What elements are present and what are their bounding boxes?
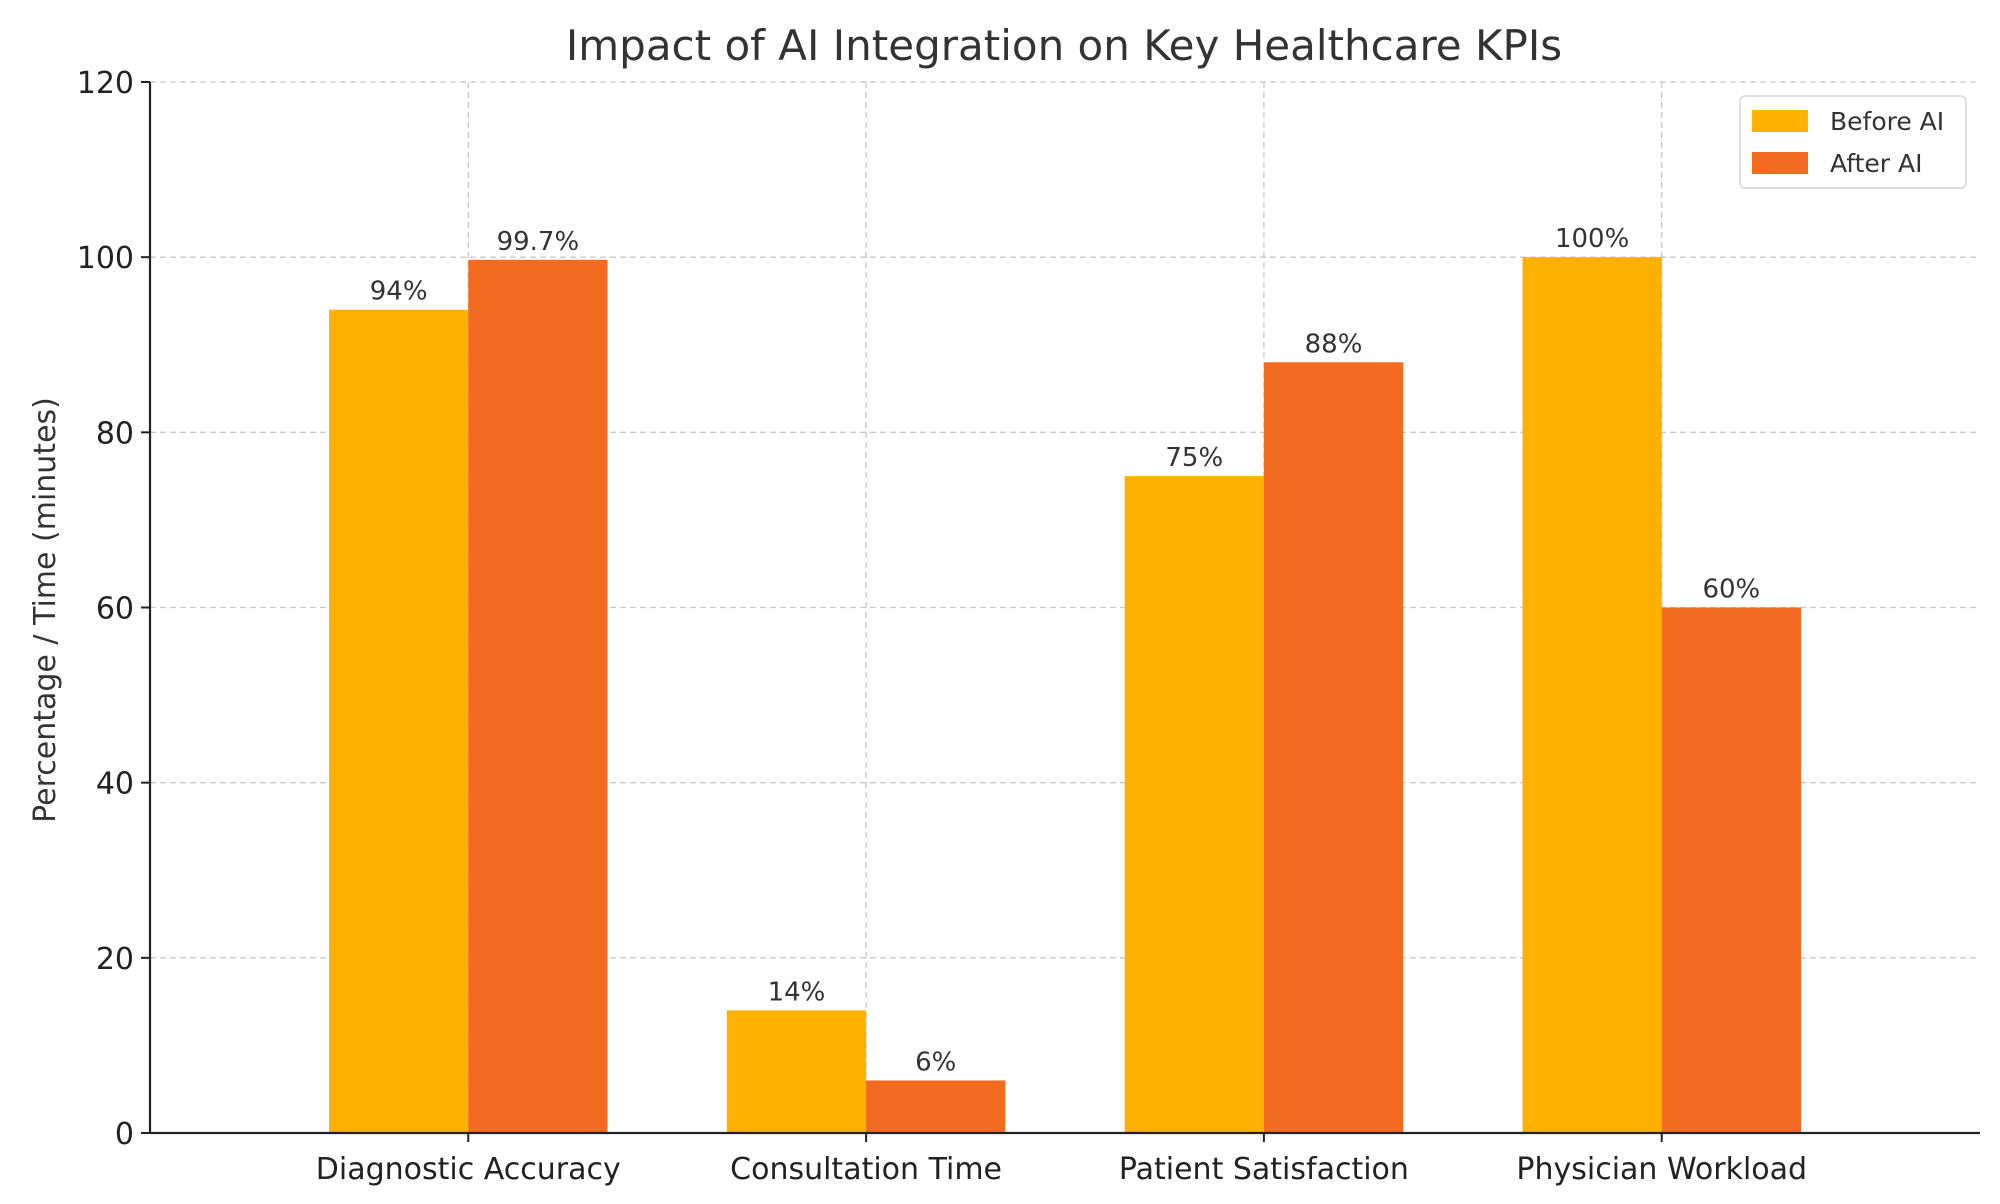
bar — [468, 259, 608, 1133]
axes-layer: 0 20 40 60 80 100 120 Diagnostic Accuracy Consul… — [77, 66, 1980, 1187]
y-tick-label: 100 — [77, 241, 134, 276]
bar-value-label: 99.7% — [497, 227, 580, 257]
bar — [329, 309, 469, 1133]
bar — [1263, 362, 1404, 1133]
y-tick-label: 80 — [96, 416, 134, 451]
bar-value-label: 88% — [1305, 329, 1363, 359]
bar — [726, 1010, 867, 1133]
x-tick-label: Patient Satisfaction — [1119, 1152, 1409, 1187]
legend-label: After AI — [1830, 149, 1922, 178]
bar — [866, 1080, 1006, 1133]
legend-swatch — [1752, 110, 1808, 132]
y-axis-label: Percentage / Time (minutes) — [28, 397, 63, 823]
y-tick-label: 20 — [96, 942, 134, 977]
legend: Before AI After AI — [1739, 95, 1967, 189]
chart-title: Impact of AI Integration on Key Healthca… — [566, 21, 1562, 70]
x-tick-label: Diagnostic Accuracy — [316, 1152, 621, 1187]
y-tick-label: 40 — [96, 767, 134, 802]
legend-swatch — [1752, 152, 1808, 174]
x-tick-label: Physician Workload — [1516, 1152, 1807, 1187]
bar — [1661, 607, 1801, 1133]
bar — [1522, 257, 1662, 1134]
x-tick-label: Consultation Time — [730, 1152, 1002, 1187]
legend-label: Before AI — [1830, 107, 1944, 136]
y-tick-label: 0 — [115, 1117, 134, 1152]
bar-value-label: 94% — [370, 277, 428, 307]
bar-value-label: 75% — [1165, 443, 1223, 473]
y-tick-label: 120 — [77, 66, 134, 101]
bar-value-label: 14% — [768, 977, 826, 1007]
bars-layer — [329, 257, 1801, 1134]
bar-value-label: 60% — [1702, 575, 1760, 605]
bar-value-label: 100% — [1555, 224, 1629, 254]
y-tick-label: 60 — [96, 592, 134, 627]
data-labels-layer: 94% 14% 75% 100% 99.7% 6% 88% 60% — [370, 224, 1761, 1077]
bar-value-label: 6% — [915, 1047, 956, 1077]
bar — [1124, 476, 1264, 1133]
